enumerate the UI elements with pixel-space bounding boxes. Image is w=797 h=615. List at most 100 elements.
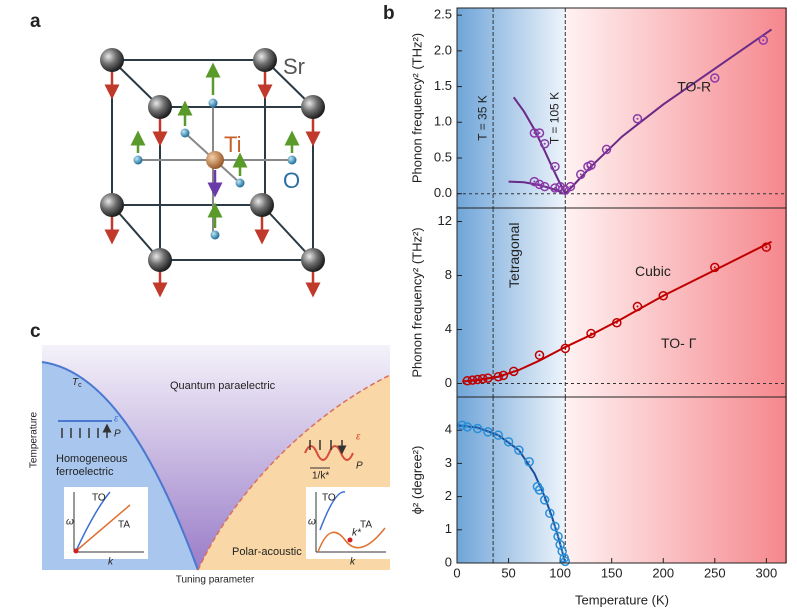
region-label: Homogeneous xyxy=(56,453,128,465)
data-point-dot xyxy=(590,332,593,335)
data-point-dot xyxy=(636,305,639,308)
data-point xyxy=(758,35,769,45)
axis-label: Temperature xyxy=(29,411,40,468)
atoms xyxy=(100,48,325,272)
data-point xyxy=(565,181,576,192)
data-point-dot xyxy=(538,354,541,357)
data-point-dot xyxy=(579,173,582,176)
plot-frame xyxy=(456,396,787,564)
x-tick-label: 100 xyxy=(549,565,571,580)
y-axis-label: ϕ² (degree²) xyxy=(409,446,424,515)
data-point-dot xyxy=(605,148,608,151)
data-point xyxy=(503,437,514,447)
region-label: Polar-acoustic xyxy=(232,546,302,558)
data-point-dot xyxy=(564,189,567,192)
data-point xyxy=(534,350,545,360)
symbol: k* xyxy=(352,528,362,539)
data-point-dot xyxy=(543,498,546,501)
data-point xyxy=(534,128,545,138)
data-point xyxy=(553,531,563,542)
data-point-dot xyxy=(538,488,541,491)
data-point xyxy=(560,556,571,567)
x-axis-label: Temperature (K) xyxy=(575,592,669,607)
data-point-dot xyxy=(533,180,536,183)
data-point xyxy=(710,73,720,83)
axis-label: Tuning parameter xyxy=(176,575,255,586)
data-point xyxy=(529,128,540,138)
curve-label: TO xyxy=(92,493,106,504)
data-point xyxy=(550,183,560,193)
data-point-dot xyxy=(615,321,618,324)
atom-label: Ti xyxy=(224,132,242,157)
symbol: P xyxy=(356,461,363,472)
data-point xyxy=(462,422,473,432)
data-point xyxy=(478,374,488,384)
data-point xyxy=(493,372,503,382)
data-point xyxy=(529,176,540,187)
data-point xyxy=(632,113,643,124)
data-point xyxy=(710,262,720,273)
x-tick-label: 0 xyxy=(453,565,460,580)
atom-label: O xyxy=(283,168,300,193)
y-tick-label: 1 xyxy=(445,521,452,536)
data-point xyxy=(545,508,555,518)
data-point xyxy=(472,374,483,385)
data-point xyxy=(576,169,586,180)
data-point xyxy=(539,138,550,149)
data-point xyxy=(601,144,612,155)
region-label: Quantum paraelectric xyxy=(170,380,276,392)
y-tick-label: 8 xyxy=(445,267,452,282)
data-point xyxy=(524,456,534,467)
data-point-dot xyxy=(517,449,520,452)
x-tick-label: 150 xyxy=(601,565,623,580)
x-tick-label: 50 xyxy=(501,565,515,580)
data-point-dot xyxy=(662,294,665,297)
data-point xyxy=(761,242,772,252)
y-tick-label: 0 xyxy=(445,554,452,569)
region-tetragonal xyxy=(457,208,566,397)
data-point xyxy=(550,521,560,532)
data-point-dot xyxy=(538,132,541,134)
data-point-dot xyxy=(528,460,531,463)
data-point xyxy=(539,181,550,192)
annotation: T = 105 K xyxy=(547,92,561,144)
phase-diagram xyxy=(41,345,391,571)
data-point-dot xyxy=(461,424,464,427)
annotation: TO-R xyxy=(677,79,711,95)
data-point xyxy=(534,485,545,495)
data-point-dot xyxy=(548,512,551,515)
y-tick-label: 1.0 xyxy=(434,114,452,129)
data-point-dot xyxy=(502,374,505,377)
region-tetragonal xyxy=(457,8,566,208)
y-tick-label: 0 xyxy=(445,375,452,390)
data-point-dot xyxy=(590,164,593,167)
data-point xyxy=(586,160,596,170)
data-point xyxy=(534,179,545,190)
data-point-dot xyxy=(476,427,479,430)
symbol: ω xyxy=(66,517,74,528)
region-label: ferroelectric xyxy=(56,466,114,478)
data-point-dot xyxy=(553,165,556,168)
data-point-dot xyxy=(559,543,562,546)
panel-label: b xyxy=(383,3,395,24)
data-point xyxy=(467,375,478,385)
y-axis-label: Phonon frequency² (THz²) xyxy=(409,33,424,183)
data-point xyxy=(658,291,668,301)
tc-label: Tc xyxy=(72,377,82,389)
data-point xyxy=(514,445,524,455)
data-point xyxy=(472,423,483,434)
fit-line xyxy=(564,28,773,195)
data-point-dot xyxy=(762,39,765,42)
region-cubic xyxy=(565,8,787,208)
y-tick-label: 2.5 xyxy=(434,7,452,22)
data-point-dot xyxy=(765,246,768,249)
data-point-dot xyxy=(564,560,567,563)
region-cubic xyxy=(565,208,787,397)
data-point xyxy=(557,546,567,557)
data-point-dot xyxy=(543,142,546,145)
data-point-dot xyxy=(557,535,560,538)
data-point-dot xyxy=(713,77,716,79)
y-tick-label: 1.5 xyxy=(434,78,452,93)
annotation: Tetragonal xyxy=(506,223,522,288)
x-tick-label: 250 xyxy=(704,565,726,580)
